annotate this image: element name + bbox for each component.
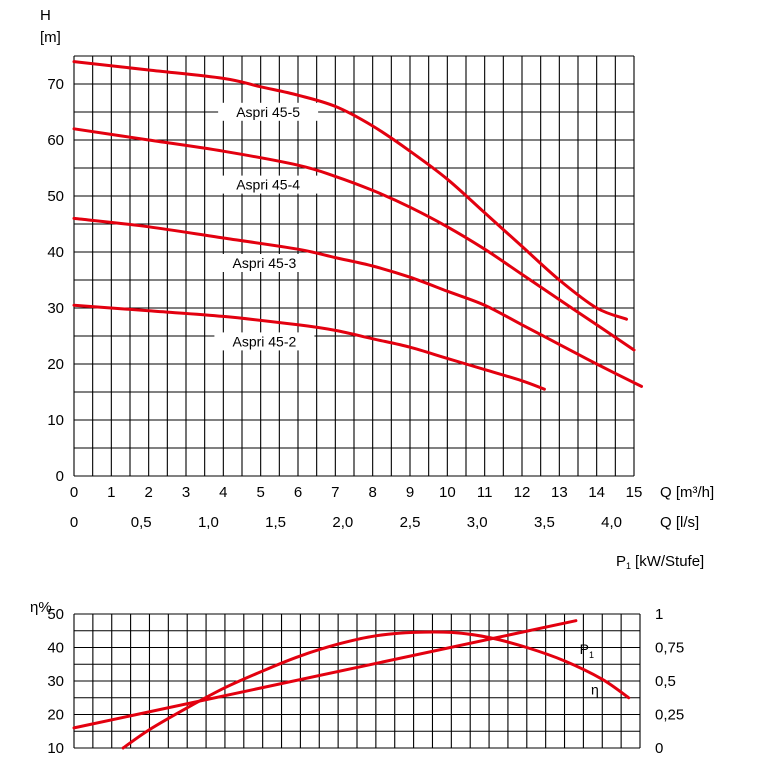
curve-label-aspri-45-3: Aspri 45-3 — [232, 255, 296, 271]
y-axis-title-line1: H — [40, 7, 51, 24]
curve-label-background — [214, 332, 315, 351]
x2-tick-label: 1,0 — [198, 514, 219, 531]
x-tick-label: 10 — [439, 484, 456, 501]
curve-label-background — [214, 254, 315, 272]
curve-aspri-45-4 — [72, 127, 636, 352]
x-tick-label: 2 — [144, 484, 152, 501]
curve-label-background — [218, 175, 319, 194]
x-tick-label: 15 — [626, 484, 643, 501]
curve-label-p1: P1 — [580, 641, 594, 660]
efficiency-tick-label: 10 — [47, 740, 64, 757]
x-tick-label: 3 — [182, 484, 190, 501]
x-tick-label: 6 — [294, 484, 302, 501]
y-tick-label: 20 — [47, 356, 64, 373]
y-tick-label: 10 — [47, 412, 64, 429]
power-tick-label: 0,75 — [655, 640, 684, 657]
y-tick-label: 0 — [56, 468, 64, 485]
x-tick-label: 12 — [514, 484, 531, 501]
y-tick-label: 50 — [47, 188, 64, 205]
x-tick-label: 11 — [477, 484, 493, 501]
x-tick-label: 9 — [406, 484, 414, 501]
x2-tick-label: 2,5 — [400, 514, 421, 531]
x2-tick-label: 1,5 — [265, 514, 286, 531]
x-tick-label: 8 — [368, 484, 376, 501]
x-tick-label: 13 — [551, 484, 568, 501]
x2-axis-title: Q [l/s] — [660, 514, 699, 531]
curve-label-background — [218, 102, 319, 121]
power-tick-label: 0 — [655, 740, 663, 757]
curve-aspri-45-2 — [72, 303, 546, 391]
x2-tick-label: 3,5 — [534, 514, 555, 531]
efficiency-tick-label: 40 — [47, 640, 64, 657]
y-tick-label: 60 — [47, 132, 64, 149]
efficiency-grid — [73, 613, 641, 749]
x2-tick-label: 4,0 — [601, 514, 622, 531]
x2-tick-label: 0,5 — [131, 514, 152, 531]
curve-aspri-45-5 — [72, 60, 628, 321]
power-tick-label: 0,5 — [655, 673, 676, 690]
efficiency-power-curves — [72, 619, 631, 750]
x-tick-label: 14 — [588, 484, 605, 501]
x2-tick-label: 3,0 — [467, 514, 488, 531]
y-tick-label: 70 — [47, 76, 64, 93]
efficiency-axis-labels: η% P1 [kW/Stufe] 10 20 30 40 50 0 0,25 0,5 0,75 1 P1 η — [30, 553, 704, 757]
efficiency-tick-label: 30 — [47, 673, 64, 690]
x-tick-label: 0 — [70, 484, 78, 501]
y-tick-label: 40 — [47, 244, 64, 261]
x2-tick-label: 2,0 — [332, 514, 353, 531]
efficiency-tick-label: 50 — [47, 606, 64, 623]
curve-aspri-45-3 — [72, 216, 643, 388]
power-tick-label: 0,25 — [655, 707, 684, 724]
x-tick-label: 1 — [107, 484, 115, 501]
power-tick-label: 1 — [655, 606, 663, 623]
power-axis-title: P1 [kW/Stufe] — [616, 553, 704, 571]
y-tick-label: 30 — [47, 300, 64, 317]
curve-label-aspri-45-5: Aspri 45-5 — [236, 104, 300, 120]
y-axis-title-line2: [m] — [40, 29, 61, 46]
x2-tick-label: 0 — [70, 514, 78, 531]
efficiency-axis-title: η% — [30, 599, 52, 616]
curve-label-aspri-45-4: Aspri 45-4 — [236, 177, 300, 193]
x-axis-title: Q [m³/h] — [660, 484, 714, 501]
curve-label-aspri-45-2: Aspri 45-2 — [232, 333, 296, 349]
head-curves: Aspri 45-5 Aspri 45-4 Aspri 45-3 Aspri 45-2 — [72, 60, 643, 391]
head-curve-grid — [73, 55, 635, 477]
efficiency-tick-label: 20 — [47, 707, 64, 724]
curve-label-eta: η — [591, 681, 599, 697]
x-tick-label: 5 — [256, 484, 264, 501]
x-tick-label: 4 — [219, 484, 227, 501]
x-tick-label: 7 — [331, 484, 339, 501]
curve-p1 — [72, 619, 578, 730]
